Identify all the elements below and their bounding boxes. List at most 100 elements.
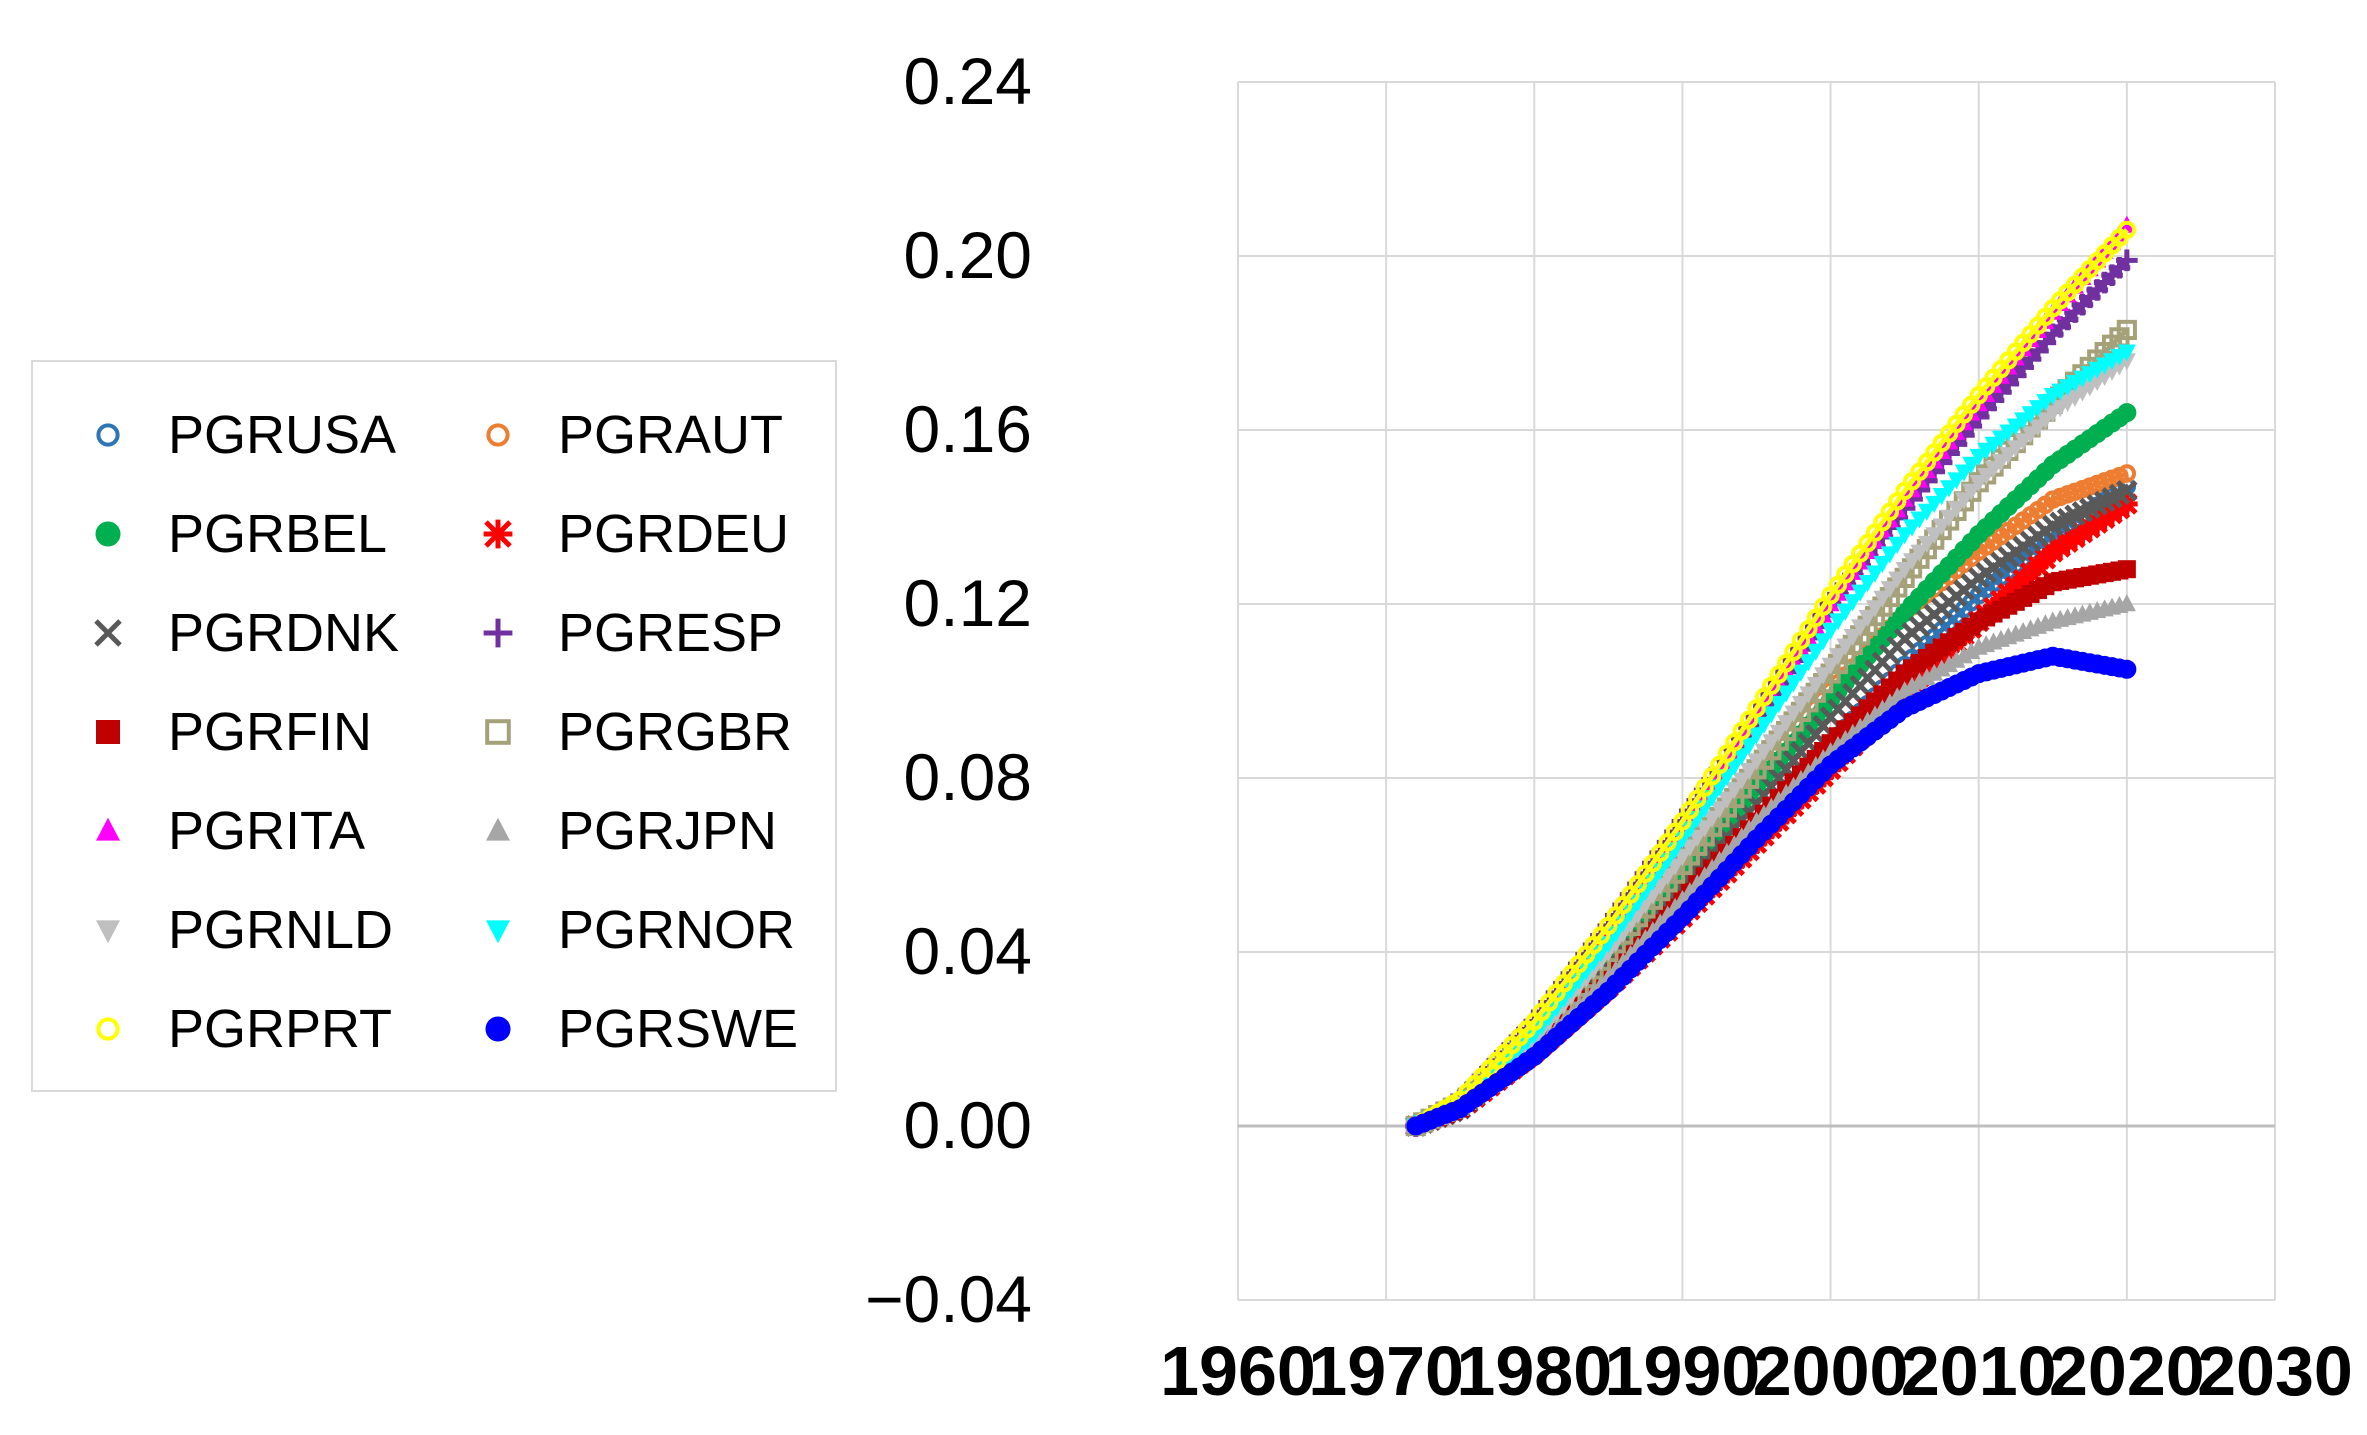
legend-marker-shape (94, 619, 122, 647)
data-point (1821, 622, 1840, 640)
legend-marker-icon (483, 519, 513, 549)
legend-marker-icon (486, 817, 510, 841)
data-point (1895, 527, 1914, 545)
legend-label: PGRDEU (558, 504, 790, 564)
data-point (1725, 758, 1744, 776)
data-point (1917, 503, 1936, 521)
data-point (1680, 821, 1699, 839)
data-point (1814, 633, 1833, 651)
data-point (1836, 638, 1855, 656)
data-point (1769, 695, 1788, 714)
data-point (1688, 829, 1707, 848)
legend-label: PGRGBR (558, 702, 793, 762)
data-point (1554, 990, 1573, 1009)
data-point (1888, 571, 1907, 589)
data-point (2117, 659, 2137, 679)
data-point (2116, 480, 2138, 502)
data-point (1940, 509, 1959, 527)
data-point (1836, 603, 1855, 621)
data-point (1954, 492, 1973, 510)
data-point (1732, 772, 1751, 790)
data-point (1703, 810, 1722, 828)
legend-item-pgrdnk: PGRDNK (78, 598, 399, 668)
legend-item-pgrgbr: PGRGBR (468, 697, 792, 767)
data-point (2117, 403, 2137, 423)
legend-item-pgrita: PGRITA (78, 796, 365, 866)
data-point (2117, 560, 2136, 579)
data-point (1851, 619, 1870, 637)
legend-label: PGRITA (168, 801, 366, 861)
legend-marker-shape (96, 1017, 120, 1041)
series-pgrprt (1406, 220, 2137, 1136)
data-point (2117, 344, 2136, 362)
data-point (1806, 676, 1825, 694)
legend-item-pgrswe: PGRSWE (468, 994, 798, 1064)
data-point (1747, 727, 1766, 745)
data-point (1717, 791, 1736, 809)
data-point (1643, 873, 1662, 891)
y-tick-label: 0.16 (904, 392, 1032, 466)
legend-marker-icon (94, 619, 122, 647)
legend: PGRUSA PGRAUT PGRBEL PGRDEU PGRDNK PGRESP PGRF… (31, 360, 837, 1092)
series-pgrswe (1406, 646, 2137, 1136)
legend-marker-icon (486, 423, 510, 447)
data-point (1858, 575, 1877, 593)
y-tick-label: 0.24 (904, 44, 1032, 118)
legend-item-pgresp: PGRESP (468, 598, 783, 668)
data-point (1799, 654, 1818, 672)
data-point (1540, 1009, 1559, 1027)
data-point (1843, 594, 1862, 612)
legend-label: PGRBEL (168, 504, 388, 564)
data-point (1814, 667, 1833, 685)
legend-item-pgrdeu: PGRDEU (468, 499, 789, 569)
data-point (1621, 904, 1640, 922)
data-point (1947, 501, 1966, 519)
data-point (1740, 737, 1759, 755)
data-point (1791, 695, 1810, 714)
data-point (1851, 584, 1870, 602)
legend-marker-shape (486, 920, 510, 944)
data-point (1888, 536, 1907, 554)
legend-marker-icon (96, 720, 120, 744)
legend-label: PGRSWE (558, 999, 799, 1059)
data-point (1784, 705, 1803, 723)
data-point (1725, 782, 1744, 800)
data-point (1569, 972, 1588, 990)
legend-marker-icon (485, 719, 511, 745)
y-tick-label: 0.08 (904, 740, 1032, 814)
data-point (1873, 555, 1892, 574)
data-point (1577, 963, 1596, 981)
data-point (1732, 748, 1751, 766)
data-point (1903, 676, 1922, 694)
data-point (1932, 659, 1951, 677)
data-point (1910, 511, 1929, 529)
legend-marker-shape (96, 817, 120, 841)
data-point (1858, 609, 1877, 627)
data-point (1947, 650, 1966, 668)
legend-label: PGRNLD (168, 900, 394, 960)
data-point (1903, 553, 1922, 571)
legend-label: PGRUSA (168, 405, 397, 465)
x-tick-label: 1990 (1605, 1332, 1761, 1410)
data-point (1880, 581, 1899, 599)
data-point (1806, 643, 1825, 661)
data-point (1932, 518, 1951, 536)
data-point (1910, 544, 1929, 562)
data-point (1866, 565, 1885, 583)
y-tick-label: −0.04 (865, 1262, 1032, 1336)
data-point (1873, 590, 1892, 608)
data-point (1754, 716, 1773, 734)
legend-marker-shape (485, 1016, 511, 1042)
data-point (1917, 668, 1936, 686)
data-point (1636, 883, 1655, 901)
data-point (1828, 613, 1847, 631)
data-point (1940, 480, 1959, 498)
data-point (1925, 663, 1944, 681)
series-layer (1404, 215, 2138, 1137)
legend-marker-shape (95, 521, 121, 547)
legend-item-pgrfin: PGRFIN (78, 697, 372, 767)
data-point (1525, 1027, 1544, 1045)
data-point (1962, 456, 1981, 474)
data-point (1658, 852, 1677, 870)
